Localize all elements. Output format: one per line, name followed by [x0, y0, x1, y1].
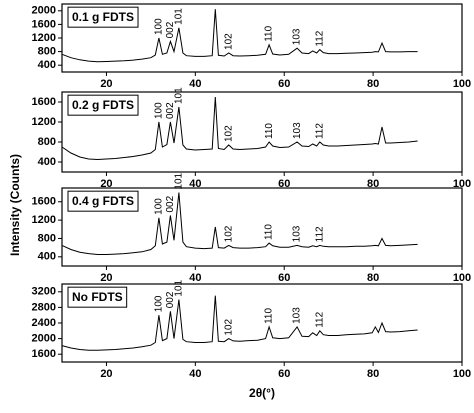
x-tick-label: 80 [367, 368, 379, 380]
legend-label: 0.4 g FDTS [72, 194, 134, 208]
y-tick-label: 1200 [32, 32, 56, 44]
peak-label: 110 [264, 224, 275, 240]
peak-label: 110 [264, 123, 275, 139]
plot-frame [61, 91, 463, 173]
x-tick-label: 60 [278, 272, 290, 284]
y-tick-label: 2800 [32, 301, 56, 313]
peak-label: 102 [223, 125, 234, 142]
x-tick-label: 40 [189, 178, 201, 190]
y-tick-label: 3200 [32, 286, 56, 298]
pattern-line [61, 295, 418, 351]
peak-label: 102 [223, 318, 234, 335]
legend-label: 0.2 g FDTS [72, 98, 134, 112]
y-tick-label: 400 [38, 156, 56, 168]
x-tick-label: 100 [453, 272, 471, 284]
peak-label: 100 [154, 18, 165, 35]
legend-label: 0.1 g FDTS [72, 10, 134, 24]
x-tick-label: 100 [453, 368, 471, 380]
peak-label: 112 [314, 30, 325, 46]
y-tick-label: 2000 [32, 5, 56, 17]
y-axis-label: Intensity (Counts) [8, 154, 22, 256]
peak-label: 100 [154, 198, 165, 215]
peak-label: 112 [314, 311, 325, 327]
y-tick-label: 400 [38, 59, 56, 71]
y-tick-label: 1600 [32, 348, 56, 360]
legend-box [67, 190, 139, 212]
legend-box [67, 286, 128, 308]
y-tick-label: 800 [38, 46, 56, 58]
x-tick-label: 20 [100, 78, 112, 90]
x-tick-label: 80 [367, 178, 379, 190]
legend-label: No FDTS [72, 290, 123, 304]
peak-label: 103 [292, 28, 303, 45]
peak-label: 002 [165, 291, 176, 308]
x-tick-label: 60 [278, 368, 290, 380]
x-tick-label: 100 [453, 78, 471, 90]
peak-label: 103 [292, 122, 303, 139]
peak-label: 110 [264, 25, 275, 41]
y-tick-label: 2000 [32, 333, 56, 345]
x-tick-label: 20 [100, 368, 112, 380]
y-tick-label: 1200 [32, 214, 56, 226]
peak-label: 110 [264, 308, 275, 324]
x-tick-label: 60 [278, 178, 290, 190]
x-tick-label: 40 [189, 368, 201, 380]
y-tick-label: 1600 [32, 18, 56, 30]
peak-label: 002 [165, 195, 176, 212]
pattern-line [61, 96, 418, 161]
x-tick-label: 20 [100, 178, 112, 190]
peak-label: 101 [174, 279, 185, 296]
x-tick-label: 60 [278, 78, 290, 90]
y-tick-label: 800 [38, 232, 56, 244]
x-tick-label: 100 [453, 178, 471, 190]
x-tick-label: 80 [367, 272, 379, 284]
peak-label: 103 [292, 307, 303, 324]
pattern-line [61, 192, 418, 255]
peak-label: 112 [314, 226, 325, 242]
x-axis-label: 2θ(°) [249, 386, 275, 400]
peak-label: 101 [174, 172, 185, 189]
x-tick-label: 80 [367, 78, 379, 90]
peak-label: 002 [165, 21, 176, 38]
y-tick-label: 2400 [32, 317, 56, 329]
peak-label: 101 [174, 87, 185, 104]
y-tick-label: 1600 [32, 196, 56, 208]
peak-label: 112 [314, 123, 325, 139]
y-tick-label: 800 [38, 136, 56, 148]
peak-label: 103 [292, 225, 303, 242]
peak-label: 002 [165, 102, 176, 119]
y-tick-label: 1600 [32, 96, 56, 108]
peak-label: 102 [223, 225, 234, 242]
peak-label: 102 [223, 33, 234, 50]
legend-box [67, 94, 139, 116]
y-tick-label: 400 [38, 251, 56, 263]
pattern-line [61, 9, 418, 63]
peak-label: 100 [154, 295, 165, 312]
legend-box [67, 6, 139, 28]
peak-label: 101 [174, 8, 185, 25]
y-tick-label: 1200 [32, 116, 56, 128]
x-tick-label: 20 [100, 272, 112, 284]
x-tick-label: 40 [189, 272, 201, 284]
plot-frame [61, 187, 463, 267]
x-tick-label: 40 [189, 78, 201, 90]
peak-label: 100 [154, 102, 165, 119]
